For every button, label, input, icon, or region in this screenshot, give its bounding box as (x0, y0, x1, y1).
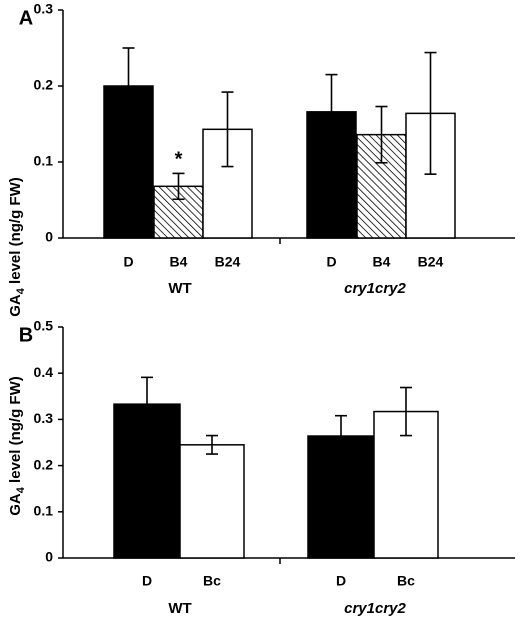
y-tick-label: 0.2 (34, 77, 54, 93)
y-tick-label: 0.2 (34, 456, 54, 472)
x-group-label: cry1cry2 (344, 280, 406, 297)
x-category-label: D (123, 254, 133, 270)
y-tick-label: 0.3 (34, 1, 54, 17)
x-category-label: Bc (397, 573, 415, 589)
x-group-label: cry1cry2 (344, 600, 406, 617)
x-category-label: D (336, 573, 346, 589)
y-tick-label: 0 (45, 229, 53, 245)
y-tick-label: 0.3 (34, 410, 54, 426)
x-category-label: B4 (373, 254, 391, 270)
x-category-label: B24 (418, 254, 444, 270)
significance-annotation: * (175, 148, 183, 170)
y-axis-label: GA4 level (ng/g FW) (7, 177, 27, 316)
panel-a: A GA4 level (ng/g FW) 0 0.1 0.2 0.3 D * B4 B24 WT D… (7, 1, 515, 317)
x-category-label: D (326, 254, 336, 270)
y-tick-label: 0 (45, 549, 53, 565)
x-group-label: WT (168, 600, 191, 617)
x-category-label: Bc (203, 573, 221, 589)
y-tick-label: 0.5 (34, 318, 54, 334)
panel-label: A (19, 7, 33, 29)
x-group-label: WT (168, 280, 191, 297)
y-tick-label: 0.1 (34, 153, 54, 169)
x-category-label: B4 (170, 254, 188, 270)
panel-label: B (19, 324, 33, 346)
bar (179, 444, 245, 559)
y-axis-label: GA4 level (ng/g FW) (7, 376, 27, 515)
y-tick-label: 0.4 (34, 364, 54, 380)
x-category-label: D (142, 573, 152, 589)
panel-b: B GA4 level (ng/g FW) 0 0.1 0.2 0.3 0.4 0.5 D Bc W… (7, 318, 515, 617)
x-category-label: B24 (215, 254, 241, 270)
y-tick-label: 0.1 (34, 503, 54, 519)
